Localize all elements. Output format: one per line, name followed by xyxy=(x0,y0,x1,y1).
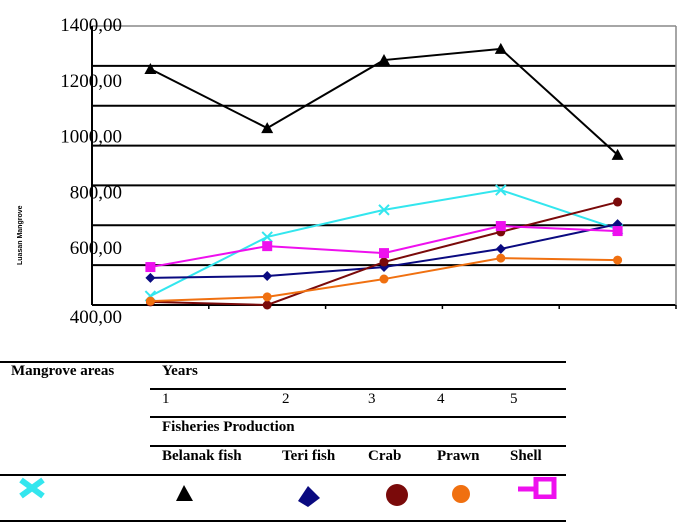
data-point xyxy=(379,257,389,267)
y-tick-label: 800,00 xyxy=(70,182,122,203)
line-chart: 1400,001200,001000,00800,00600,00400,00 … xyxy=(17,15,677,328)
data-point xyxy=(495,243,506,254)
year-1: 1 xyxy=(162,391,170,407)
species-prawn: Prawn xyxy=(437,448,480,464)
series-prawn xyxy=(145,253,623,306)
diamond-marker-icon xyxy=(298,486,320,507)
data-point xyxy=(145,272,156,283)
data-point xyxy=(494,42,507,54)
data-point xyxy=(612,226,623,237)
data-point xyxy=(495,184,507,196)
species-teri: Teri fish xyxy=(282,448,336,464)
y-tick-label: 1200,00 xyxy=(60,71,122,92)
data-point xyxy=(145,262,156,273)
series-mangrove-areas xyxy=(144,184,624,302)
data-point xyxy=(261,231,273,243)
data-point xyxy=(613,255,623,265)
series-belanak-fish xyxy=(144,42,624,160)
year-3: 3 xyxy=(368,391,376,407)
data-point xyxy=(144,62,157,74)
mangrove-areas-header: Mangrove areas xyxy=(11,363,115,379)
y-tick-label: 1000,00 xyxy=(60,127,122,148)
fisheries-production-header: Fisheries Production xyxy=(162,419,295,435)
data-point xyxy=(378,54,390,66)
circle-marker-icon-crab xyxy=(386,484,408,506)
data-point xyxy=(262,241,273,252)
y-tick-label: 600,00 xyxy=(70,238,122,259)
mangrove-x-marker-icon xyxy=(19,477,45,499)
year-2: 2 xyxy=(282,391,290,407)
years-header: Years xyxy=(162,363,198,379)
species-shell: Shell xyxy=(510,448,542,464)
data-point xyxy=(496,253,506,263)
square-marker-icon xyxy=(518,477,557,499)
data-point xyxy=(495,221,506,232)
data-point xyxy=(379,248,389,259)
y-tick-label: 1400,00 xyxy=(60,15,122,36)
y-tick-label: 400,00 xyxy=(70,307,122,328)
data-point xyxy=(261,122,274,134)
y-axis-label: Luasan Mangrove xyxy=(17,205,24,265)
data-point xyxy=(262,270,273,281)
triangle-marker-icon xyxy=(176,485,193,501)
circle-marker-icon-prawn xyxy=(452,485,470,503)
data-point xyxy=(611,148,624,160)
series-shell xyxy=(145,221,623,273)
species-crab: Crab xyxy=(368,448,402,464)
data-point xyxy=(145,296,155,306)
year-5: 5 xyxy=(510,391,518,407)
year-4: 4 xyxy=(437,391,445,407)
data-point xyxy=(262,292,272,302)
data-point xyxy=(379,274,389,284)
data-point xyxy=(262,300,272,310)
species-belanak: Belanak fish xyxy=(162,448,242,464)
data-point xyxy=(378,204,390,216)
data-point xyxy=(613,197,623,207)
